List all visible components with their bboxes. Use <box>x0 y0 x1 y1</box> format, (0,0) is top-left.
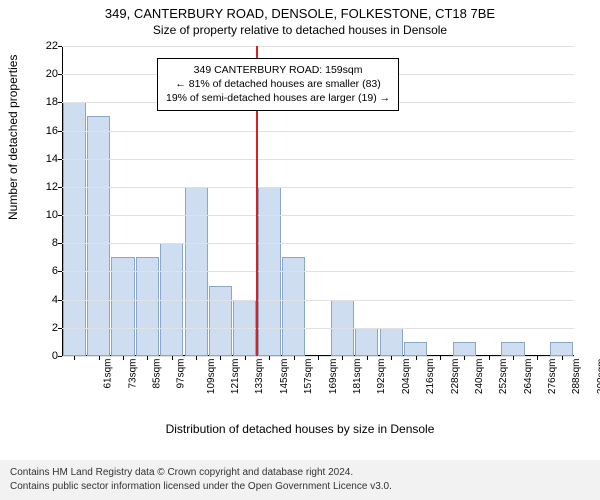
ytick-label: 12 <box>36 181 58 193</box>
gridline <box>62 187 574 188</box>
bar <box>501 342 524 356</box>
xtick-label: 157sqm <box>303 359 314 395</box>
gridline <box>62 159 574 160</box>
xtick-label: 121sqm <box>230 359 241 395</box>
xtick-mark <box>562 356 563 360</box>
footer-line1: Contains HM Land Registry data © Crown c… <box>10 466 590 480</box>
xtick-mark <box>196 356 197 360</box>
gridline <box>62 131 574 132</box>
xtick-label: 61sqm <box>103 359 114 389</box>
xtick-label: 300sqm <box>596 359 600 395</box>
xtick-label: 109sqm <box>206 359 217 395</box>
xtick-label: 240sqm <box>474 359 485 395</box>
ytick-label: 2 <box>36 322 58 334</box>
xtick-mark <box>99 356 100 360</box>
xtick-label: 252sqm <box>498 359 509 395</box>
plot-region: 024681012141618202261sqm73sqm85sqm97sqm1… <box>62 46 574 356</box>
xtick-mark <box>123 356 124 360</box>
xtick-label: 192sqm <box>376 359 387 395</box>
y-axis-label: Number of detached properties <box>6 55 20 220</box>
ytick-label: 4 <box>36 294 58 306</box>
annotation-box: 349 CANTERBURY ROAD: 159sqm ← 81% of det… <box>157 58 399 111</box>
footer: Contains HM Land Registry data © Crown c… <box>0 460 600 500</box>
xtick-label: 204sqm <box>401 359 412 395</box>
bar <box>404 342 427 356</box>
x-axis-label: Distribution of detached houses by size … <box>0 422 600 436</box>
xtick-mark <box>342 356 343 360</box>
xtick-label: 133sqm <box>255 359 266 395</box>
xtick-label: 169sqm <box>328 359 339 395</box>
ytick-mark <box>58 159 62 160</box>
xtick-mark <box>147 356 148 360</box>
gridline <box>62 300 574 301</box>
gridline <box>62 215 574 216</box>
xtick-mark <box>489 356 490 360</box>
chart-title-main: 349, CANTERBURY ROAD, DENSOLE, FOLKESTON… <box>0 6 600 21</box>
xtick-label: 264sqm <box>523 359 534 395</box>
ytick-mark <box>58 243 62 244</box>
ytick-label: 10 <box>36 209 58 221</box>
ytick-label: 16 <box>36 125 58 137</box>
ytick-label: 0 <box>36 350 58 362</box>
ytick-label: 18 <box>36 96 58 108</box>
xtick-mark <box>416 356 417 360</box>
bar <box>380 328 403 356</box>
ytick-mark <box>58 300 62 301</box>
xtick-mark <box>220 356 221 360</box>
xtick-label: 181sqm <box>352 359 363 395</box>
xtick-mark <box>318 356 319 360</box>
xtick-label: 276sqm <box>547 359 558 395</box>
gridline <box>62 328 574 329</box>
xtick-label: 216sqm <box>425 359 436 395</box>
xtick-label: 288sqm <box>572 359 583 395</box>
ytick-label: 6 <box>36 265 58 277</box>
annotation-line1: 349 CANTERBURY ROAD: 159sqm <box>166 63 390 77</box>
bar <box>209 286 232 356</box>
xtick-mark <box>367 356 368 360</box>
xtick-mark <box>440 356 441 360</box>
xtick-mark <box>74 356 75 360</box>
annotation-line2: ← 81% of detached houses are smaller (83… <box>166 77 390 91</box>
ytick-mark <box>58 131 62 132</box>
xtick-label: 85sqm <box>151 359 162 389</box>
ytick-mark <box>58 187 62 188</box>
xtick-label: 97sqm <box>176 359 187 389</box>
xtick-mark <box>269 356 270 360</box>
ytick-mark <box>58 328 62 329</box>
ytick-mark <box>58 74 62 75</box>
annotation-line3: 19% of semi-detached houses are larger (… <box>166 91 390 105</box>
xtick-mark <box>294 356 295 360</box>
bar <box>63 102 86 356</box>
bar <box>87 116 110 356</box>
ytick-label: 22 <box>36 40 58 52</box>
xtick-label: 228sqm <box>450 359 461 395</box>
ytick-mark <box>58 102 62 103</box>
gridline <box>62 271 574 272</box>
ytick-mark <box>58 215 62 216</box>
ytick-mark <box>58 356 62 357</box>
bar <box>355 328 378 356</box>
xtick-mark <box>245 356 246 360</box>
ytick-mark <box>58 46 62 47</box>
chart-title-sub: Size of property relative to detached ho… <box>0 23 600 37</box>
xtick-mark <box>537 356 538 360</box>
xtick-label: 73sqm <box>127 359 138 389</box>
gridline <box>62 46 574 47</box>
ytick-label: 14 <box>36 153 58 165</box>
footer-line2: Contains public sector information licen… <box>10 480 590 494</box>
ytick-label: 8 <box>36 237 58 249</box>
xtick-mark <box>172 356 173 360</box>
ytick-mark <box>58 271 62 272</box>
ytick-label: 20 <box>36 68 58 80</box>
xtick-mark <box>513 356 514 360</box>
bar <box>453 342 476 356</box>
gridline <box>62 243 574 244</box>
bar <box>550 342 573 356</box>
xtick-mark <box>464 356 465 360</box>
xtick-mark <box>391 356 392 360</box>
chart-area: Number of detached properties 0246810121… <box>0 40 600 440</box>
xtick-label: 145sqm <box>279 359 290 395</box>
